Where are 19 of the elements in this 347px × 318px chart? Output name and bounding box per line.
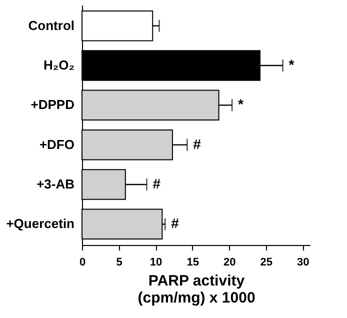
- y-tick-label: +3-AB: [36, 176, 74, 192]
- x-axis-title: PARP activity (cpm/mg) x 1000: [138, 272, 256, 306]
- y-tick-label: H₂O₂: [43, 57, 75, 72]
- annotation: #: [152, 176, 161, 192]
- y-tick-label: +DFO: [39, 136, 74, 152]
- x-tick-label: 0: [79, 256, 86, 268]
- x-tick-label: 5: [116, 256, 122, 268]
- y-tick-label: +DPPD: [30, 97, 74, 112]
- x-tick-label: 15: [186, 256, 199, 268]
- x-tick-label: 30: [297, 256, 310, 268]
- y-tick-label: +Quercetin: [6, 216, 75, 232]
- y-tick-label: Control: [28, 18, 74, 33]
- annotation: #: [193, 136, 202, 152]
- annotation: #: [171, 215, 180, 232]
- annotation: *: [288, 56, 295, 72]
- x-tick-label: 20: [223, 256, 236, 268]
- x-tick-label: 10: [150, 256, 162, 268]
- x-tick-label: 25: [260, 256, 272, 268]
- annotation: *: [238, 96, 244, 112]
